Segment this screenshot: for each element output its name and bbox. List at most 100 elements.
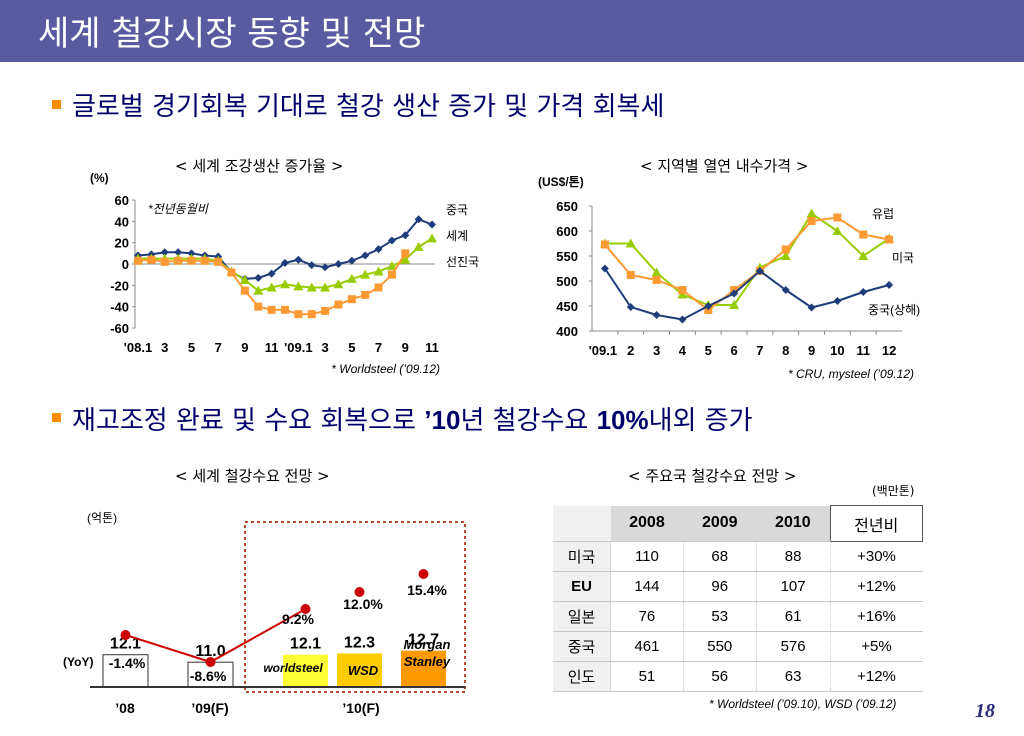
production-growth-chart: (%) 60 40 20 0 -20 -40 -60 '08.1 3 5 7 9 11 '09.1 3 5 7 9 1… [90,171,479,376]
yoy-marker [418,569,429,579]
data-point [859,230,868,239]
data-point [187,249,196,258]
data-point [781,245,790,254]
x-tick-label: 12 [882,343,896,358]
table-cell: 56 [682,661,757,692]
data-point [267,305,276,314]
y-tick-label: 60 [115,193,129,208]
data-point [600,264,609,273]
data-point [347,295,356,304]
x-tick-label: 11 [425,340,439,355]
chart-title-demand: < 세계 철강수요 전망 > [175,467,330,485]
bar-value-label: 12.1 [290,636,321,653]
data-point [346,273,357,283]
yoy-label: -8.6% [190,668,227,684]
x-tick-label: 7 [756,343,763,358]
data-point [374,245,383,254]
table-cell: 107 [755,571,831,602]
data-point [780,251,791,260]
data-point [885,281,894,289]
page-number: 18 [975,700,995,722]
yoy-marker [205,657,216,667]
x-tick-label: '08.1 [124,340,152,355]
x-tick-label: '09.1 [589,343,617,358]
table-cell: 576 [755,631,831,662]
data-point [347,256,356,265]
data-point [306,282,317,292]
x-tick-label: 3 [321,340,328,355]
table-cell: 96 [682,571,757,602]
yoy-marker [120,630,131,640]
data-point [414,215,423,224]
data-point [652,276,661,284]
yoy-axis-label: (YoY) [63,655,93,669]
data-point [413,241,424,251]
source-label: Stanley [404,654,451,669]
data-point [361,251,370,260]
table-cell: 63 [755,661,831,692]
series-line [604,212,890,306]
x-tick-label: 10 [830,343,844,358]
data-point [652,311,661,319]
y-tick-label: 600 [556,224,578,239]
table-cell: 61 [755,601,831,632]
table-cell: +12% [829,661,923,692]
y-tick-label: 500 [556,274,578,289]
data-point [239,275,250,284]
table-header-cell: 2009 [683,505,757,542]
table-cell: 76 [610,601,684,632]
page-title: 세계 철강시장 동향 및 전망 [38,14,426,54]
legend-label: 선진국 [446,255,479,269]
legend-label: 중국 [446,203,468,217]
x-tick-label: 9 [241,340,248,355]
x-tick-label: 6 [730,343,737,358]
table-cell: 461 [610,631,684,662]
table-cell: 51 [610,661,684,692]
table-unit: (백만톤) [872,484,915,498]
x-tick-label: 3 [161,340,168,355]
y-axis-unit: (억톤) [87,511,117,525]
bar-value-label: 12.3 [344,634,375,651]
series-line [604,216,890,312]
data-point [134,256,142,265]
row-label: 인도 [553,661,611,692]
table-row: 중국 461 550 576 +5% [553,631,923,662]
source-label: WSD [348,663,379,678]
x-tick-label: 3 [653,343,660,358]
yoy-label: 9.2% [282,611,314,627]
table-cell: 110 [610,541,684,572]
y-tick-label: -20 [110,278,129,293]
data-point [281,258,289,267]
data-point [214,257,223,266]
price-chart: (US$/톤) 650 600 550 500 450 400 '09.1 2 3 4 5 6 7 8 9 10… [538,175,920,381]
data-point [266,282,277,292]
table-row: 인도 51 56 63 +12% [553,661,923,692]
data-point [730,289,739,298]
table-header-cell: 전년비 [829,505,924,542]
data-point [320,282,331,292]
forecast-box [244,521,466,693]
chart-source: * Worldsteel (’09.12) [331,362,440,376]
x-tick-label: 8 [782,343,789,358]
table-cell: 88 [755,541,831,572]
y-tick-label: 550 [556,249,578,264]
data-point [187,256,196,265]
table-cell: 550 [682,631,757,662]
x-tick-label: '09.1 [284,340,312,355]
x-tick-label: ’09(F) [191,700,228,716]
x-tick-label: 11 [856,343,870,358]
data-point [401,231,410,240]
data-point [387,270,396,279]
bar [102,654,149,688]
data-point [267,269,276,278]
data-point [160,257,169,266]
data-point [294,310,303,319]
table-row: 미국 110 68 88 +30% [553,541,923,572]
table-row: EU 144 96 107 +12% [553,571,923,602]
data-point [147,255,156,264]
x-tick-label: ’10(F) [342,700,379,716]
data-point [859,288,868,296]
data-point [625,238,636,248]
y-tick-label: 650 [556,199,578,214]
table-cell: 53 [682,601,757,632]
